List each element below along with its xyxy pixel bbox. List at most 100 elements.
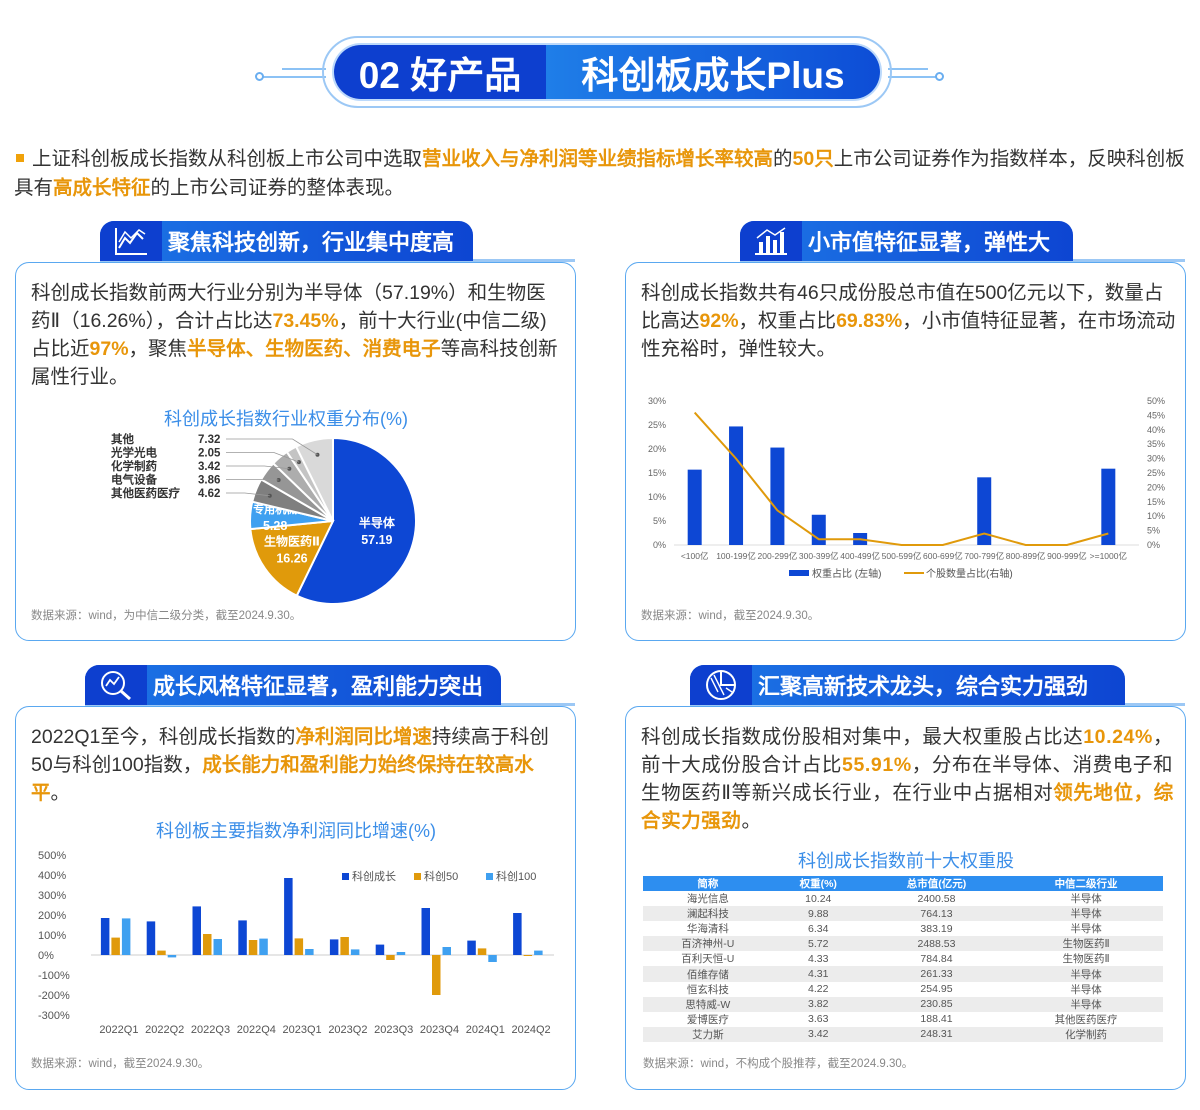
slice-value: 57.19 (361, 533, 392, 547)
column-header: 中信二级行业 (1009, 876, 1163, 891)
bar (687, 469, 702, 545)
card-text: 科创成长指数前两大行业分别为半导体（57.19%）和生物医药Ⅱ（16.26%），… (31, 279, 561, 391)
legend-swatch (789, 570, 809, 576)
table-cell: 10.24 (805, 892, 832, 905)
leader-line (226, 479, 279, 481)
table-row: 百利天恒-U 4.33 784.84 生物医药Ⅱ (643, 951, 1163, 966)
highlight-text: 10.24% (1083, 726, 1153, 748)
bar (513, 913, 522, 955)
bar (375, 944, 385, 955)
table-row: 恒玄科技 4.22 254.95 半导体 (643, 982, 1163, 997)
x-tick: 500-599亿 (882, 551, 922, 561)
banner-decoration (262, 76, 326, 78)
card-market-cap: 科创成长指数共有46只成份股总市值在500亿元以下，数量占比高达92%，权重占比… (625, 262, 1186, 641)
table-row: 海光信息 10.24 2400.58 半导体 (643, 891, 1163, 906)
bar (284, 878, 293, 955)
table-cell: 半导体 (1009, 996, 1163, 1012)
text-segment: 上市公司证券作为指数样本，反映科创板具有 (14, 148, 1185, 199)
bar (238, 920, 247, 955)
table-row: 思特威-W 3.82 230.85 半导体 (643, 996, 1163, 1012)
table-cell: 5.72 (772, 936, 864, 952)
section-tab-label: 聚焦科技创新，行业集中度高 (168, 230, 455, 255)
banner-decoration (888, 76, 938, 78)
bar (121, 918, 131, 955)
leader-line (226, 438, 318, 456)
highlight-text: 92% (699, 310, 739, 332)
y-tick: -200% (38, 990, 70, 1002)
table-cell: 4.22 (808, 983, 829, 996)
highlight-text: 净利润同比增速 (295, 726, 432, 748)
slice-label: 其他医药医疗 (111, 486, 180, 500)
text-segment: 。 (741, 810, 762, 832)
legend-swatch (342, 873, 349, 880)
bar (294, 938, 304, 955)
table-row: 爱博医疗 3.63 188.41 其他医药医疗 (643, 1012, 1163, 1027)
x-tick: 2022Q3 (191, 1024, 230, 1036)
bar (248, 940, 258, 955)
bar (488, 955, 497, 962)
y-tick-right: 25% (1147, 468, 1165, 478)
section-tab-industry: 聚焦科技创新，行业集中度高 (100, 221, 473, 261)
table-cell: 230.85 (863, 996, 1010, 1012)
column-header: 总市值(亿元) (863, 876, 1010, 891)
line-series (693, 411, 1109, 546)
text-segment: ，分布在半导体、消费电子和生物医药Ⅱ等新兴成长行业，在行业中占据相对 (641, 754, 1174, 804)
x-tick: 800-899亿 (1006, 551, 1046, 561)
slice-label: 化学制药 (111, 459, 157, 473)
bar (432, 955, 441, 995)
bar (100, 918, 110, 955)
column-header: 简称 (643, 876, 773, 891)
x-tick: 2023Q2 (328, 1024, 367, 1036)
y-tick: -100% (38, 970, 70, 982)
highlight-text: 55.91% (842, 754, 912, 776)
table-cell: 生物医药Ⅱ (1062, 953, 1110, 966)
text-segment: 科创成长指数前两大行业分别为半导体（57.19%）和生物医药Ⅱ（16.26%），… (31, 282, 546, 332)
table-cell: 3.82 (772, 996, 864, 1012)
y-tick-right: 40% (1147, 425, 1165, 435)
card-leaders: 科创成长指数成份股相对集中，最大权重股占比达10.24%，前十大成份股合计占比5… (625, 706, 1186, 1090)
table-cell: 其他医药医疗 (1054, 1013, 1118, 1026)
y-tick-right: 45% (1147, 410, 1165, 420)
x-tick: 2024Q2 (512, 1024, 551, 1036)
text-segment: ，聚焦 (128, 338, 188, 360)
legend-label: 权重占比 (左轴) (812, 567, 881, 580)
leader-line (226, 465, 290, 470)
y-tick-right: 30% (1147, 454, 1165, 464)
bar (467, 940, 476, 955)
highlight-text: 成长能力和盈利能力始终保持在较高水平 (31, 754, 534, 804)
table-cell: 半导体 (1070, 893, 1102, 906)
table-cell: 764.13 (863, 906, 1010, 922)
bar (157, 950, 166, 955)
bar (259, 938, 268, 955)
table-cell: 254.95 (920, 983, 953, 996)
legend-swatch (414, 873, 421, 880)
table-cell: 百利天恒-U (681, 953, 735, 966)
text-segment: ，小市值特征显著，在市场流动性充裕时，弹性较大。 (641, 310, 1176, 360)
x-tick: 300-399亿 (799, 551, 839, 561)
table-cell: 半导体 (1070, 923, 1102, 936)
x-tick: <100亿 (681, 551, 709, 561)
slice-value: 4.62 (198, 488, 220, 500)
highlight-text: 营业收入与净利润等业绩指标增长率较高 (422, 148, 774, 170)
table-row: 华海清科 6.34 383.19 半导体 (643, 921, 1163, 936)
leader-dot (315, 452, 320, 457)
table-cell: 6.34 (808, 922, 829, 935)
pie-slice (294, 436, 334, 522)
x-tick: 2022Q2 (145, 1024, 184, 1036)
y-tick-right: 0% (1147, 540, 1160, 550)
section-tab-market-cap: 小市值特征显著，弹性大 (740, 221, 1073, 261)
x-tick: 2023Q4 (420, 1024, 459, 1036)
table-cell: 3.63 (808, 1013, 829, 1026)
y-tick-left: 0% (653, 540, 666, 550)
chart-title: 科创成长指数行业权重分布(%) (164, 409, 408, 429)
table-cell: 2488.53 (863, 936, 1010, 952)
chart-title: 科创成长指数前十大权重股 (798, 851, 1014, 871)
bar (770, 447, 785, 545)
table-cell: 化学制药 (1009, 1026, 1163, 1042)
legend-label: 科创50 (424, 869, 458, 883)
text-segment: 上证科创板成长指数从科创板上市公司中选取 (32, 148, 423, 170)
slice-label: 电气设备 (111, 473, 157, 487)
table-cell: 9.88 (772, 906, 864, 922)
legend-label: 个股数量占比(右轴) (926, 567, 1013, 580)
highlight-text: 97% (89, 338, 129, 360)
